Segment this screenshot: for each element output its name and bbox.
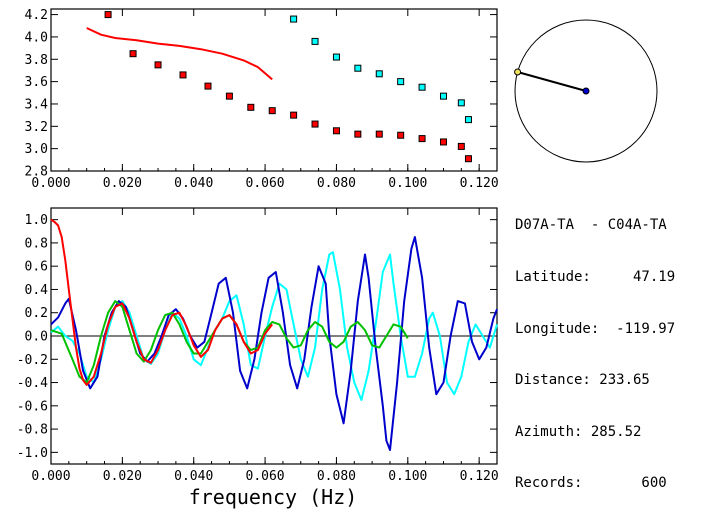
data-point (179, 71, 187, 79)
x-tick-label: 0.020 (103, 176, 142, 191)
x-tick-label: 0.060 (246, 176, 285, 191)
y-tick-label: 3.4 (25, 97, 49, 112)
y-tick-label: 0.8 (25, 236, 48, 251)
x-tick-label: 0.100 (388, 469, 427, 484)
x-tick-label: 0.080 (317, 469, 356, 484)
y-tick-label: -0.4 (17, 376, 48, 391)
remote-station-marker (514, 68, 522, 76)
y-tick-label: 0.4 (25, 283, 49, 298)
x-tick-label: 0.000 (31, 469, 70, 484)
data-point (418, 135, 426, 143)
x-tick-label: 0.100 (388, 176, 427, 191)
y-tick-label: 4.0 (25, 30, 48, 45)
y-tick-label: 4.2 (25, 8, 48, 23)
data-point (354, 64, 362, 72)
data-point (154, 61, 162, 69)
data-point (397, 78, 405, 86)
x-axis-label: frequency (Hz) (189, 485, 358, 509)
x-tick-label: 0.040 (174, 469, 213, 484)
series-line (50, 236, 498, 451)
data-point (247, 103, 255, 111)
y-tick-label: -0.6 (17, 399, 48, 414)
x-tick-label: 0.020 (103, 469, 142, 484)
plot-frame (50, 8, 498, 172)
data-point (354, 130, 362, 138)
y-tick-label: 2.8 (25, 165, 48, 180)
y-tick-label: 3.6 (25, 75, 48, 90)
data-point (464, 155, 472, 163)
latitude-text: Latitude: 47.19 (515, 269, 676, 285)
x-tick-label: 0.080 (317, 176, 356, 191)
data-point (397, 131, 405, 139)
data-point (375, 130, 383, 138)
distance-text: Distance: 233.65 (515, 372, 650, 389)
data-point (457, 142, 465, 150)
x-tick-label: 0.000 (31, 176, 70, 191)
data-point (290, 111, 298, 119)
data-point (311, 37, 319, 45)
series-line (50, 218, 273, 386)
data-point (418, 83, 426, 91)
data-point (204, 82, 212, 90)
y-tick-label: 3.8 (25, 53, 48, 68)
y-tick-label: 0.6 (25, 260, 48, 275)
y-tick-label: -1.0 (17, 446, 48, 461)
data-point (225, 92, 233, 100)
data-point (268, 107, 276, 115)
data-point (104, 11, 112, 19)
x-tick-label: 0.120 (460, 176, 499, 191)
y-tick-label: 0.0 (25, 330, 48, 345)
data-point (311, 120, 319, 128)
x-tick-label: 0.040 (174, 176, 213, 191)
azimuth-text: Azimuth: 285.52 (515, 423, 642, 440)
data-point (129, 50, 137, 58)
y-tick-label: 3.2 (25, 120, 48, 135)
data-point (375, 70, 383, 78)
data-point (439, 138, 447, 146)
dispersion-plot: 0.000 0.020 0.040 0.060 0.080 0.100 0.120 2.8 3.… (25, 8, 499, 191)
y-tick-label: 1.0 (25, 213, 48, 228)
y-tick-label: -0.2 (17, 353, 48, 368)
data-point (457, 99, 465, 107)
data-point (290, 15, 298, 23)
y-tick-label: 0.2 (25, 306, 48, 321)
data-point (439, 92, 447, 100)
y-tick-label: 3.0 (25, 142, 48, 157)
data-point (464, 116, 472, 124)
station-pair: D07A-TA - C04A-TA (515, 217, 667, 234)
station-info: D07A-TA - C04A-TA Latitude: 47.19 Longit… (515, 183, 675, 510)
series-line (86, 27, 273, 81)
azimuth-compass (514, 19, 658, 163)
x-tick-label: 0.060 (246, 469, 285, 484)
x-tick-label: 0.120 (460, 469, 499, 484)
azimuth-line (517, 71, 587, 92)
compass-circle (514, 19, 658, 163)
data-point (332, 53, 340, 61)
center-station-marker (582, 87, 590, 95)
data-point (332, 127, 340, 135)
longitude-text: Longitude: -119.97 (515, 320, 676, 337)
correlation-plot: 0.000 0.020 0.040 0.060 0.080 0.100 0.120 1.0 0.… (17, 207, 499, 484)
records-text: Records: 600 (515, 475, 667, 492)
y-tick-label: -0.8 (17, 423, 48, 438)
